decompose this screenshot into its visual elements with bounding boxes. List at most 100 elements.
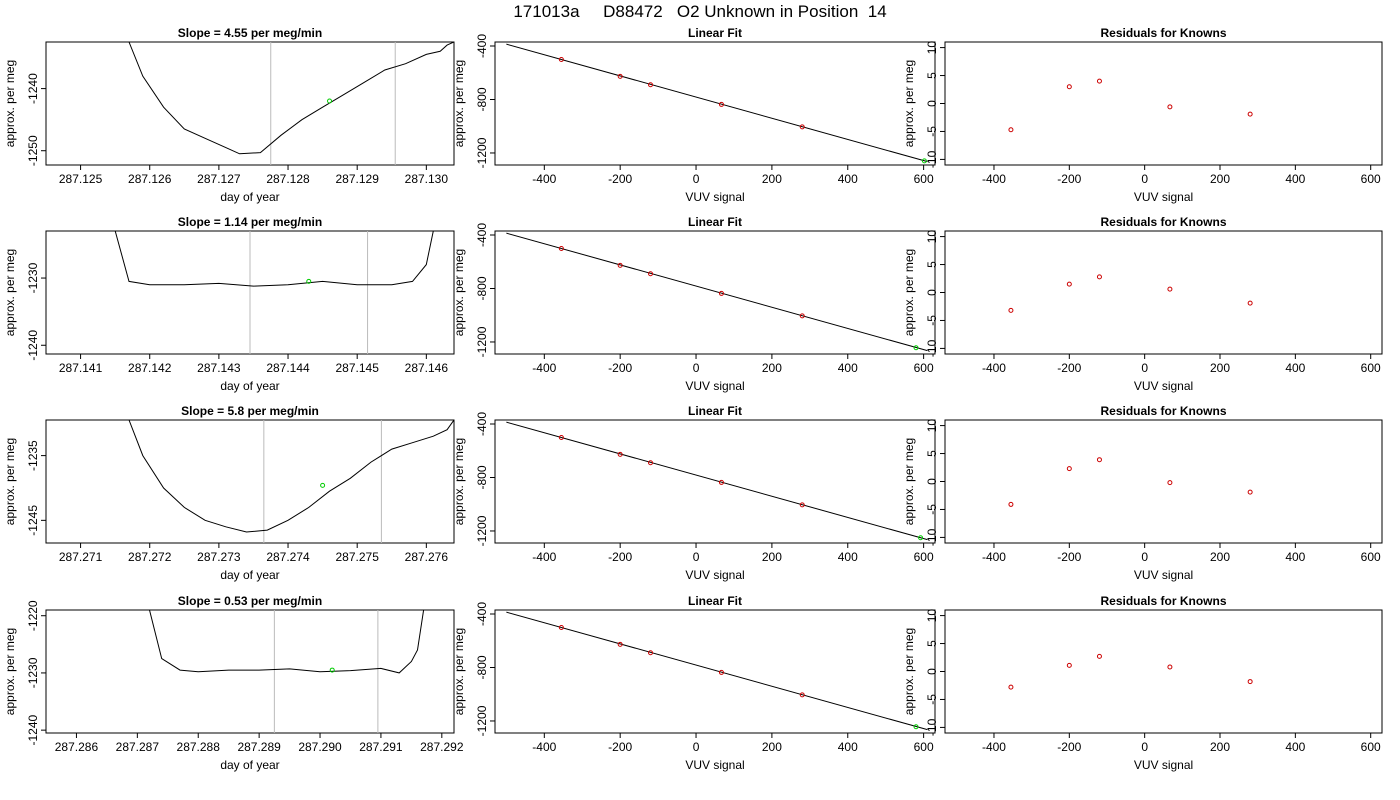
- x-tick-label: 200: [762, 740, 782, 754]
- residual-point: [1167, 664, 1173, 670]
- chart-title: Slope = 5.8 per meg/min: [181, 404, 319, 418]
- panel-3-1: Slope = 5.8 per meg/min 287.271 287.272 287…: [3, 404, 455, 582]
- series-line: [149, 610, 425, 674]
- known-point: [617, 641, 623, 647]
- chart-title: Slope = 4.55 per meg/min: [178, 26, 322, 40]
- x-tick-label: -400: [532, 361, 556, 375]
- x-tick-label: 287.287: [116, 740, 160, 754]
- x-tick-label: -400: [982, 740, 1006, 754]
- x-tick-label: 287.144: [266, 361, 310, 375]
- x-tick-label: 600: [1361, 740, 1381, 754]
- x-axis-label: VUV signal: [1134, 379, 1193, 393]
- x-tick-label: -400: [982, 550, 1006, 564]
- known-point: [648, 460, 654, 466]
- x-tick-label: 287.292: [420, 740, 464, 754]
- known-point: [558, 625, 564, 631]
- x-tick-label: 287.125: [59, 172, 103, 186]
- known-point: [558, 246, 564, 252]
- known-point: [648, 82, 654, 88]
- x-tick-label: 400: [1285, 172, 1305, 186]
- x-axis-label: VUV signal: [685, 758, 744, 772]
- known-point: [799, 692, 805, 698]
- plot-frame: [944, 609, 1383, 734]
- known-point: [799, 502, 805, 508]
- x-tick-label: -400: [982, 361, 1006, 375]
- x-tick-label: 0: [693, 361, 700, 375]
- y-tick-label: 10: [925, 41, 939, 55]
- x-tick-label: 400: [1285, 740, 1305, 754]
- x-axis-label: VUV signal: [685, 379, 744, 393]
- y-tick-label: -5: [925, 315, 939, 326]
- panel-4-1: Slope = 0.53 per meg/min 287.286 287.287 28…: [3, 594, 464, 772]
- known-point: [558, 435, 564, 441]
- known-point: [558, 57, 564, 63]
- y-tick-label: 0: [925, 668, 939, 675]
- x-tick-label: 287.291: [359, 740, 403, 754]
- y-tick-label: -1245: [26, 505, 40, 536]
- x-tick-label: 0: [1141, 740, 1148, 754]
- plot-area: [128, 42, 454, 165]
- x-tick-label: -400: [532, 172, 556, 186]
- x-tick-label: 287.290: [298, 740, 342, 754]
- residual-point: [1096, 274, 1102, 280]
- plot-area: [128, 420, 454, 543]
- residual-point: [1247, 679, 1253, 685]
- x-tick-label: 287.276: [405, 550, 449, 564]
- y-tick-label: -1200: [475, 705, 489, 736]
- fit-line: [506, 611, 928, 731]
- residual-point: [1066, 662, 1072, 668]
- y-axis-label: approx. per meg: [902, 60, 916, 147]
- residual-point: [1247, 111, 1253, 117]
- plot-area: [1008, 653, 1253, 690]
- y-tick-label: -10: [925, 528, 939, 546]
- plot-area: [114, 231, 434, 354]
- plot-frame: [944, 41, 1383, 166]
- residual-point: [1167, 480, 1173, 486]
- x-tick-label: 0: [1141, 550, 1148, 564]
- y-tick-label: -400: [475, 34, 489, 58]
- unknown-point: [921, 158, 927, 164]
- x-tick-label: 600: [914, 740, 934, 754]
- y-tick-label: -800: [475, 655, 489, 679]
- plot-frame: [494, 609, 936, 734]
- y-tick-label: -1235: [26, 440, 40, 471]
- x-tick-label: -200: [1057, 740, 1081, 754]
- panel-2-3: Residuals for Knowns -400 -200 0 200 400 600 VU…: [902, 215, 1383, 393]
- unknown-marker: [306, 278, 312, 284]
- x-axis-label: day of year: [220, 758, 279, 772]
- residual-point: [1066, 281, 1072, 287]
- x-tick-label: 287.145: [335, 361, 379, 375]
- chart-title: Residuals for Knowns: [1100, 215, 1226, 229]
- y-tick-label: -10: [925, 339, 939, 357]
- panel-2-2: Linear Fit -400 -200 0 200 400 600 VUV signal -4…: [452, 215, 936, 393]
- x-tick-label: 400: [838, 361, 858, 375]
- y-tick-label: 10: [925, 609, 939, 623]
- series-line: [128, 420, 454, 533]
- plot-area: [506, 611, 928, 731]
- y-tick-label: 0: [925, 478, 939, 485]
- x-tick-label: -200: [1057, 172, 1081, 186]
- y-axis-label: approx. per meg: [452, 60, 466, 147]
- y-tick-label: -1220: [26, 600, 40, 631]
- y-tick-label: -1250: [26, 135, 40, 166]
- x-tick-label: 0: [693, 172, 700, 186]
- chart-title: Residuals for Knowns: [1100, 404, 1226, 418]
- y-tick-label: -1200: [475, 137, 489, 168]
- series-line: [114, 231, 434, 287]
- x-axis-label: day of year: [220, 379, 279, 393]
- chart-title: Slope = 0.53 per meg/min: [178, 594, 322, 608]
- x-tick-label: 600: [914, 361, 934, 375]
- y-tick-label: -1240: [26, 73, 40, 104]
- y-axis-label: approx. per meg: [902, 249, 916, 336]
- y-tick-label: -5: [925, 126, 939, 137]
- x-tick-label: 200: [762, 550, 782, 564]
- known-point: [718, 101, 724, 107]
- unknown-point: [913, 345, 919, 351]
- chart-title: Linear Fit: [688, 594, 742, 608]
- x-tick-label: -400: [982, 172, 1006, 186]
- fit-line: [506, 232, 928, 352]
- y-axis-label: approx. per meg: [3, 628, 17, 715]
- x-tick-label: 0: [1141, 361, 1148, 375]
- x-tick-label: 600: [1361, 361, 1381, 375]
- x-tick-label: 200: [762, 361, 782, 375]
